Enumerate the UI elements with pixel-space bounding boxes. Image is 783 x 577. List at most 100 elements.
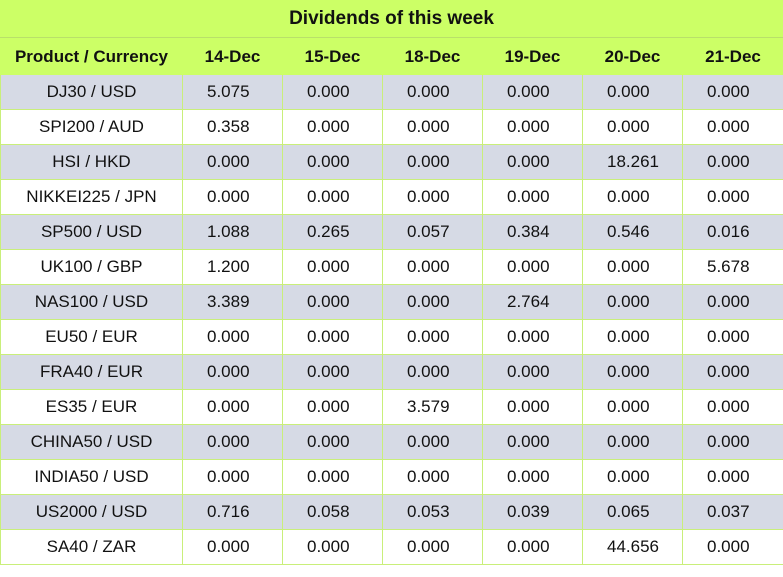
dividend-value-cell: 0.000	[382, 459, 483, 495]
dividend-value-cell: 0.000	[482, 529, 583, 565]
dividend-value-cell: 0.039	[482, 494, 583, 530]
dividend-value-cell: 0.000	[382, 179, 483, 215]
dividend-value-cell: 0.000	[482, 459, 583, 495]
dividend-value-cell: 0.000	[682, 109, 783, 145]
dividend-value-cell: 0.000	[182, 354, 283, 390]
dividend-value-cell: 0.000	[182, 459, 283, 495]
dividend-value-cell: 0.000	[282, 74, 383, 110]
dividend-value-cell: 0.000	[582, 284, 683, 320]
dividend-value-cell: 5.075	[182, 74, 283, 110]
product-cell: SP500 / USD	[0, 214, 183, 250]
dividend-value-cell: 0.016	[682, 214, 783, 250]
table-row: HSI / HKD 0.000 0.000 0.000 0.000 18.261 0.000	[0, 144, 783, 180]
dividend-value-cell: 0.000	[582, 249, 683, 285]
table-row: UK100 / GBP 1.200 0.000 0.000 0.000 0.000 5.67…	[0, 249, 783, 285]
dividend-value-cell: 0.546	[582, 214, 683, 250]
dividend-value-cell: 0.000	[282, 109, 383, 145]
table-row: EU50 / EUR 0.000 0.000 0.000 0.000 0.000 0.000	[0, 319, 783, 355]
dividend-value-cell: 0.000	[582, 319, 683, 355]
product-cell: ES35 / EUR	[0, 389, 183, 425]
dividend-value-cell: 0.058	[282, 494, 383, 530]
dividend-value-cell: 0.000	[382, 424, 483, 460]
table-row: DJ30 / USD 5.075 0.000 0.000 0.000 0.000 0.000	[0, 74, 783, 110]
dividend-value-cell: 0.000	[482, 389, 583, 425]
table-row: SPI200 / AUD 0.358 0.000 0.000 0.000 0.000 0.0…	[0, 109, 783, 145]
column-header-date: 18-Dec	[382, 38, 483, 75]
dividend-value-cell: 0.000	[282, 424, 383, 460]
dividend-value-cell: 0.000	[482, 319, 583, 355]
header-row: Product / Currency 14-Dec 15-Dec 18-Dec …	[0, 38, 783, 75]
dividend-value-cell: 0.000	[582, 74, 683, 110]
dividend-value-cell: 0.000	[282, 529, 383, 565]
dividends-table: Product / Currency 14-Dec 15-Dec 18-Dec …	[0, 38, 783, 565]
dividend-value-cell: 0.000	[482, 424, 583, 460]
column-header-product: Product / Currency	[0, 38, 183, 75]
product-cell: EU50 / EUR	[0, 319, 183, 355]
dividend-value-cell: 0.000	[182, 144, 283, 180]
product-cell: UK100 / GBP	[0, 249, 183, 285]
dividend-value-cell: 0.000	[282, 249, 383, 285]
dividend-value-cell: 0.000	[582, 459, 683, 495]
dividend-value-cell: 0.000	[282, 459, 383, 495]
column-header-date: 21-Dec	[682, 38, 783, 75]
dividend-value-cell: 0.000	[382, 284, 483, 320]
dividend-value-cell: 44.656	[582, 529, 683, 565]
column-header-date: 14-Dec	[182, 38, 283, 75]
dividend-value-cell: 3.579	[382, 389, 483, 425]
dividend-value-cell: 0.358	[182, 109, 283, 145]
dividend-value-cell: 1.200	[182, 249, 283, 285]
product-cell: NAS100 / USD	[0, 284, 183, 320]
dividend-value-cell: 0.000	[482, 144, 583, 180]
table-row: ES35 / EUR 0.000 0.000 3.579 0.000 0.000 0.000	[0, 389, 783, 425]
dividend-value-cell: 0.000	[582, 389, 683, 425]
dividend-value-cell: 0.000	[282, 179, 383, 215]
dividend-value-cell: 0.000	[382, 144, 483, 180]
table-body: DJ30 / USD 5.075 0.000 0.000 0.000 0.000 0.000…	[0, 74, 783, 565]
column-header-date: 19-Dec	[482, 38, 583, 75]
dividend-value-cell: 0.000	[682, 74, 783, 110]
table-row: NIKKEI225 / JPN 0.000 0.000 0.000 0.000 0.000…	[0, 179, 783, 215]
dividend-value-cell: 0.065	[582, 494, 683, 530]
dividend-value-cell: 0.000	[282, 284, 383, 320]
dividend-value-cell: 0.000	[682, 179, 783, 215]
dividend-value-cell: 5.678	[682, 249, 783, 285]
product-cell: US2000 / USD	[0, 494, 183, 530]
dividend-value-cell: 0.053	[382, 494, 483, 530]
dividend-value-cell: 0.384	[482, 214, 583, 250]
column-header-date: 15-Dec	[282, 38, 383, 75]
dividend-value-cell: 0.037	[682, 494, 783, 530]
table-title: Dividends of this week	[0, 0, 783, 38]
dividend-value-cell: 0.000	[682, 459, 783, 495]
dividend-value-cell: 0.000	[682, 529, 783, 565]
dividend-value-cell: 0.000	[682, 389, 783, 425]
dividend-value-cell: 0.057	[382, 214, 483, 250]
dividend-value-cell: 0.000	[582, 424, 683, 460]
table-row: SP500 / USD 1.088 0.265 0.057 0.384 0.546 0.01…	[0, 214, 783, 250]
dividend-value-cell: 0.000	[382, 529, 483, 565]
table-row: NAS100 / USD 3.389 0.000 0.000 2.764 0.000 0.0…	[0, 284, 783, 320]
dividend-value-cell: 1.088	[182, 214, 283, 250]
dividend-value-cell: 0.000	[582, 109, 683, 145]
dividend-value-cell: 18.261	[582, 144, 683, 180]
product-cell: FRA40 / EUR	[0, 354, 183, 390]
dividend-value-cell: 0.000	[282, 144, 383, 180]
dividend-value-cell: 0.000	[382, 109, 483, 145]
dividend-value-cell: 0.000	[482, 249, 583, 285]
dividend-value-cell: 0.000	[282, 389, 383, 425]
table-row: INDIA50 / USD 0.000 0.000 0.000 0.000 0.000 0.…	[0, 459, 783, 495]
dividend-value-cell: 0.000	[182, 529, 283, 565]
dividend-value-cell: 0.000	[682, 144, 783, 180]
product-cell: SPI200 / AUD	[0, 109, 183, 145]
dividend-value-cell: 0.265	[282, 214, 383, 250]
dividend-value-cell: 2.764	[482, 284, 583, 320]
product-cell: DJ30 / USD	[0, 74, 183, 110]
table-row: CHINA50 / USD 0.000 0.000 0.000 0.000 0.000 0.…	[0, 424, 783, 460]
dividend-value-cell: 0.000	[182, 424, 283, 460]
product-cell: NIKKEI225 / JPN	[0, 179, 183, 215]
column-header-date: 20-Dec	[582, 38, 683, 75]
dividend-value-cell: 0.000	[482, 179, 583, 215]
product-cell: SA40 / ZAR	[0, 529, 183, 565]
product-cell: HSI / HKD	[0, 144, 183, 180]
dividend-value-cell: 0.000	[382, 319, 483, 355]
